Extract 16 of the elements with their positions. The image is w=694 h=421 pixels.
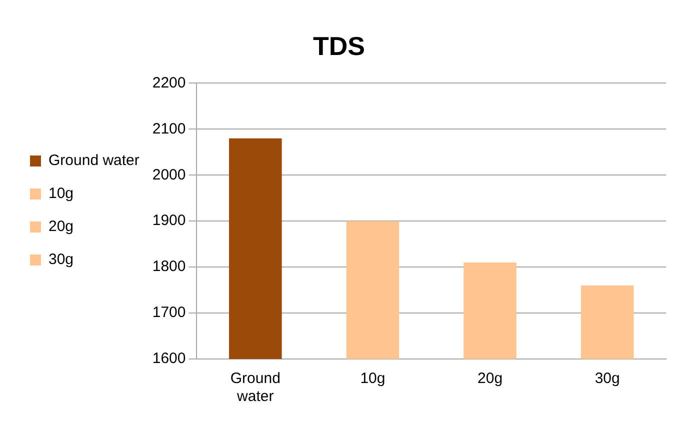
x-tick-label: 20g bbox=[478, 370, 503, 388]
legend-label: Ground water bbox=[48, 152, 140, 170]
y-tick-label: 1600 bbox=[152, 350, 186, 368]
x-tick-label: 30g bbox=[594, 370, 620, 388]
y-tick-label: 2200 bbox=[152, 74, 186, 92]
y-tick-label: 1900 bbox=[152, 212, 186, 230]
chart-title: TDS bbox=[313, 30, 365, 61]
y-tick-label: 2000 bbox=[152, 166, 186, 184]
x-tick-label: Ground water bbox=[230, 370, 280, 406]
y-tick-label: 1700 bbox=[152, 304, 186, 322]
y-tick-label: 1800 bbox=[152, 258, 186, 276]
x-tick-label: 10g bbox=[360, 370, 386, 388]
legend-label: 30g bbox=[48, 251, 74, 268]
legend-label: 10g bbox=[48, 185, 74, 202]
y-tick-label: 2100 bbox=[152, 120, 186, 138]
legend-label: 20g bbox=[48, 218, 74, 236]
